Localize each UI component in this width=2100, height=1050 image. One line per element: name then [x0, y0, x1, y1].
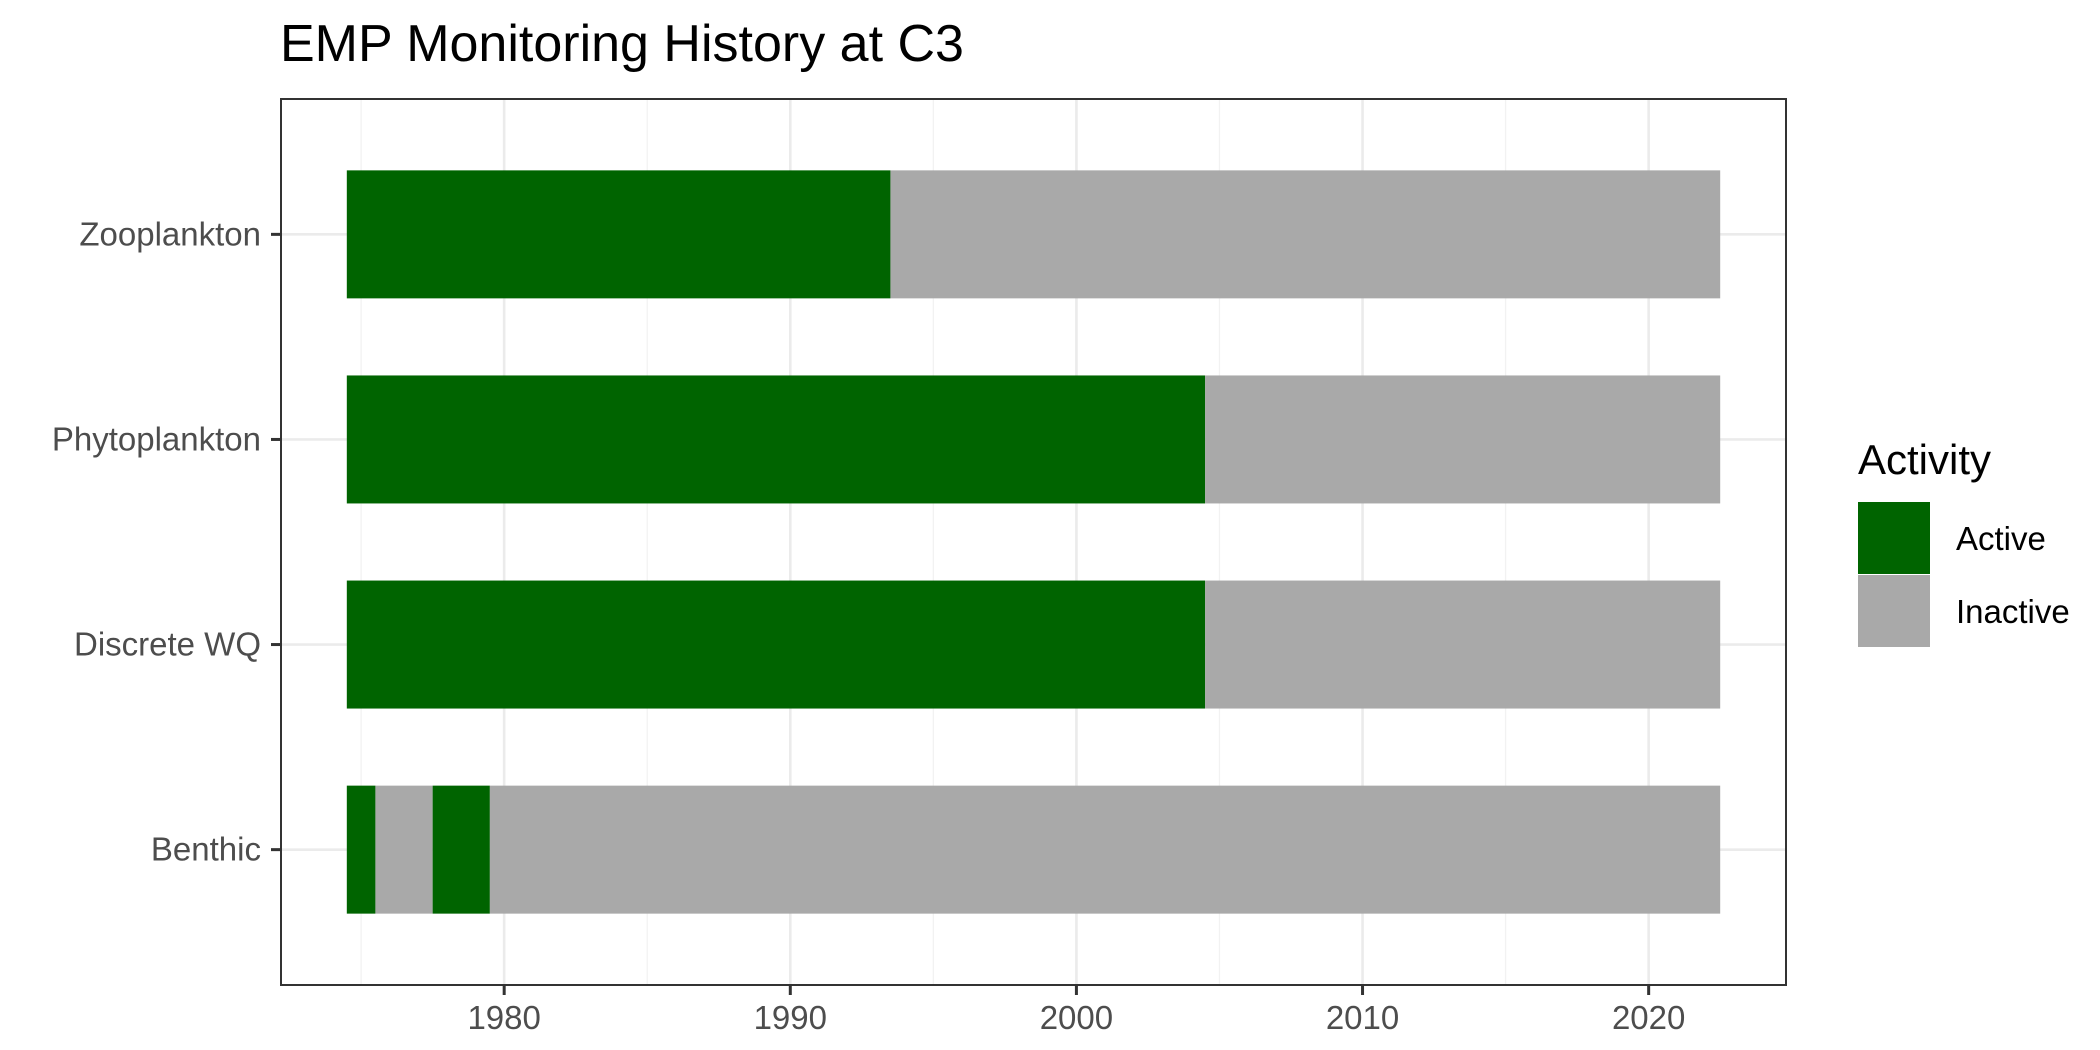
legend-label-active: Active — [1956, 520, 2046, 557]
axes: Zooplankton Phytoplankton Discrete WQ Benth… — [52, 215, 1686, 1036]
y-tick-label-phytoplankton: Phytoplankton — [52, 420, 261, 457]
bars — [346, 170, 1721, 914]
bar-segment-phytoplankton-3 — [1205, 375, 1721, 504]
x-tick-label-2020: 2020 — [1612, 999, 1685, 1036]
legend-label-inactive: Inactive — [1956, 593, 2070, 630]
x-tick-label-2010: 2010 — [1326, 999, 1399, 1036]
y-tick-label-discrete-wq: Discrete WQ — [74, 626, 261, 663]
bar-segment-phytoplankton-2 — [346, 375, 1206, 504]
legend-key-inactive — [1858, 575, 1930, 647]
x-tick-label-2000: 2000 — [1040, 999, 1113, 1036]
panel-border — [280, 98, 1787, 986]
bar-segment-benthic-6 — [346, 785, 376, 914]
x-tick-label-1990: 1990 — [754, 999, 827, 1036]
legend-title: Activity — [1858, 436, 1991, 483]
x-tick-label-1980: 1980 — [467, 999, 540, 1036]
chart-title: EMP Monitoring History at C3 — [280, 15, 964, 73]
bar-segment-benthic-8 — [432, 785, 490, 914]
bar-segment-discrete-wq-4 — [346, 580, 1206, 709]
bar-segment-discrete-wq-5 — [1205, 580, 1721, 709]
bar-segment-benthic-7 — [375, 785, 433, 914]
bar-segment-benthic-9 — [489, 785, 1721, 914]
y-tick-label-zooplankton: Zooplankton — [79, 215, 261, 252]
legend-key-active — [1858, 502, 1930, 574]
bar-segment-zooplankton-1 — [890, 170, 1721, 299]
bar-segment-zooplankton-0 — [346, 170, 891, 299]
y-tick-label-benthic: Benthic — [151, 831, 261, 868]
legend: Activity Active Inactive — [1858, 436, 2070, 647]
